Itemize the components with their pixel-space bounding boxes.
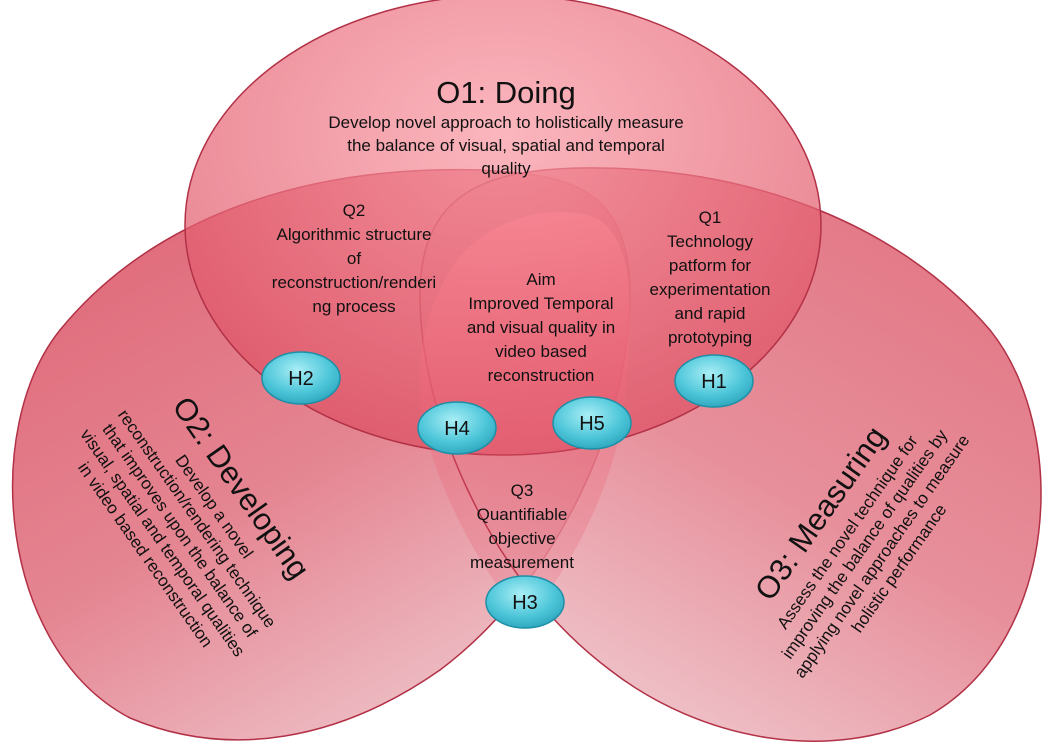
h5-label: H5 [579, 413, 605, 435]
q1-line: and rapid [675, 304, 746, 323]
hypothesis-h5: H5 [552, 396, 632, 450]
q1-line: patform for [669, 256, 752, 275]
q3-text: Q3 Quantifiable objective measurement [470, 481, 574, 572]
hypothesis-h3: H3 [485, 575, 565, 629]
q1-line: Technology [667, 232, 754, 251]
q2-line: Q2 [343, 201, 366, 220]
o1-line: quality [481, 159, 531, 178]
aim-line: video based [495, 342, 587, 361]
aim-line: reconstruction [488, 366, 595, 385]
h4-oval [417, 401, 497, 455]
o1-description: Develop novel approach to holistically m… [328, 113, 683, 178]
o1-title: O1: Doing [436, 75, 576, 110]
q2-line: ng process [312, 297, 395, 316]
q2-line: reconstruction/renderi [272, 273, 436, 292]
h5-oval [552, 396, 632, 450]
h1-label: H1 [701, 371, 727, 393]
aim-line: Improved Temporal [468, 294, 613, 313]
h3-label: H3 [512, 592, 538, 614]
hypothesis-h2: H2 [261, 351, 341, 405]
q2-line: Algorithmic structure [277, 225, 432, 244]
hypothesis-h4: H4 [417, 401, 497, 455]
aim-line: and visual quality in [467, 318, 615, 337]
h3-oval [485, 575, 565, 629]
hypothesis-h1: H1 [674, 354, 754, 408]
q1-line: prototyping [668, 328, 752, 347]
h4-label: H4 [444, 418, 470, 440]
o1-line: the balance of visual, spatial and tempo… [347, 136, 665, 155]
h1-oval [674, 354, 754, 408]
q1-text: Q1 Technology patform for experimentatio… [650, 208, 771, 347]
center-intersection [419, 211, 630, 620]
h2-oval [261, 351, 341, 405]
q3-line: Quantifiable [477, 505, 568, 524]
q3-line: measurement [470, 553, 574, 572]
aim-line: Aim [526, 270, 555, 289]
q3-line: Q3 [511, 481, 534, 500]
q2-line: of [347, 249, 361, 268]
q1-line: Q1 [699, 208, 722, 227]
h2-label: H2 [288, 368, 314, 390]
q2-text: Q2 Algorithmic structure of reconstructi… [272, 201, 436, 316]
q3-line: objective [488, 529, 555, 548]
aim-text: Aim Improved Temporal and visual quality… [467, 270, 615, 385]
o1-line: Develop novel approach to holistically m… [328, 113, 683, 132]
q1-line: experimentation [650, 280, 771, 299]
